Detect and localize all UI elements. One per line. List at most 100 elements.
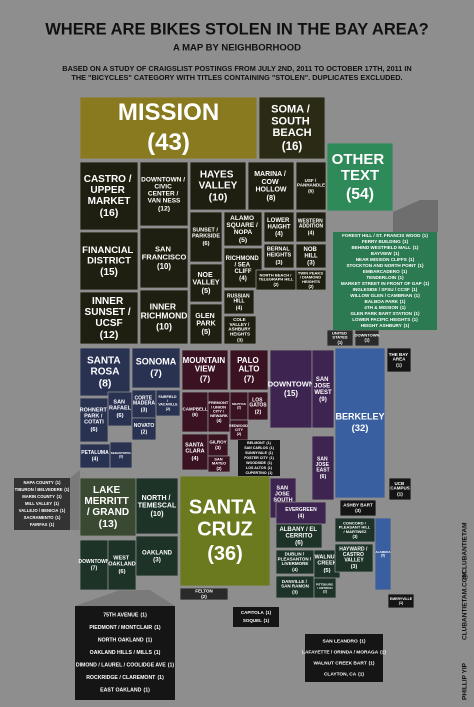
list-item: ROCKRIDGE / CLAREMONT (1) bbox=[86, 675, 164, 681]
region-block bbox=[79, 539, 109, 591]
list-item-count: (1) bbox=[414, 293, 420, 298]
region-label: OAKLAND bbox=[142, 550, 173, 556]
list-item-name: TIBURON / BELVEDERE bbox=[15, 487, 63, 492]
list-item-count: (1) bbox=[269, 446, 274, 450]
region-count: (7) bbox=[200, 374, 210, 384]
region-count: (4) bbox=[216, 418, 222, 423]
list-box bbox=[305, 634, 383, 682]
list-item-name: LAFAYETTE / ORINDA / MORAGA bbox=[302, 650, 379, 656]
region-count: (6) bbox=[320, 474, 327, 480]
list-item-name: LOWER PACIFIC HEIGHTS bbox=[352, 317, 410, 322]
list-item: OAKLAND HILLS / MILLS (1) bbox=[90, 650, 161, 656]
region-block bbox=[275, 549, 315, 575]
region-count: (2) bbox=[166, 407, 171, 411]
region-count: (1) bbox=[396, 363, 402, 369]
region-count: (13) bbox=[99, 518, 118, 530]
region-label: CORTE MADERA bbox=[133, 396, 155, 407]
region-label: ROHNERT PARK / COTATI bbox=[80, 408, 109, 426]
region-count: (2) bbox=[201, 594, 207, 600]
region-count: (54) bbox=[346, 186, 374, 203]
region-count: (43) bbox=[147, 129, 190, 156]
region-label: USF / PANHANDLE bbox=[297, 178, 325, 188]
list-item-name: VALLEJO / BENICIA bbox=[19, 508, 59, 513]
region-count: (3) bbox=[292, 590, 298, 596]
list-item-name: BEHIND WESTFIELD MALL bbox=[352, 245, 412, 250]
region-block bbox=[179, 587, 229, 601]
region-block bbox=[229, 349, 269, 391]
region-count: (6) bbox=[90, 427, 97, 433]
region-block bbox=[275, 523, 323, 549]
region-count: (2) bbox=[237, 432, 242, 436]
region-block bbox=[79, 443, 111, 469]
list-item: WILLOW GLEN / CAMBRIAN (1) bbox=[350, 293, 420, 298]
region-block bbox=[179, 475, 271, 587]
list-item: LOWER PACIFIC HEIGHTS (1) bbox=[352, 317, 418, 322]
list-item: LOS ALTOS(1) bbox=[246, 466, 273, 470]
region-label: FINANCIAL DISTRICT bbox=[82, 245, 136, 266]
region-count: (5) bbox=[239, 237, 247, 244]
region-block bbox=[107, 539, 137, 591]
region-count: (32) bbox=[352, 423, 369, 434]
region-count: (4) bbox=[239, 275, 247, 282]
list-item-name: NORTH OAKLAND bbox=[98, 638, 144, 644]
credit: PHILLIP YIP bbox=[462, 662, 469, 700]
list-item: NEAR MISSION CLIFFS (1) bbox=[356, 257, 415, 262]
list-item-count: (1) bbox=[424, 281, 430, 286]
region-block bbox=[295, 269, 327, 291]
region-label: EMERYVILLE bbox=[390, 597, 413, 601]
region-block bbox=[339, 499, 377, 517]
list-item-name: NEAR MISSION CLIFFS bbox=[356, 257, 407, 262]
region-label: DOWNTOWN bbox=[78, 559, 109, 565]
list-item-name: EAST OAKLAND bbox=[100, 688, 141, 694]
list-box bbox=[14, 478, 70, 530]
region-count: (3) bbox=[355, 508, 361, 514]
list-item-count: (1) bbox=[54, 501, 60, 506]
region-block bbox=[295, 161, 327, 211]
region-block bbox=[223, 315, 257, 345]
list-item-name: MARIN COUNTY bbox=[22, 494, 55, 499]
list-item-name: HEIGHT ASHBURY bbox=[361, 323, 402, 328]
region-count: (4) bbox=[92, 457, 99, 463]
region-label: FAIRFIELD / VACAVILLE bbox=[158, 395, 178, 407]
credit: CLUBANTIETAM.COM bbox=[462, 572, 469, 640]
list-item-count: (1) bbox=[143, 688, 150, 694]
region-label: SAN RAFAEL bbox=[109, 400, 132, 412]
list-item-count: (1) bbox=[360, 639, 366, 645]
region-count: (10) bbox=[156, 321, 172, 331]
region-label: SAN MATEO bbox=[212, 456, 226, 465]
region-count: (2) bbox=[216, 466, 222, 471]
list-item-count: (1) bbox=[64, 487, 70, 492]
list-item: BEHIND WESTFIELD MALL (1) bbox=[352, 245, 419, 250]
list-item-name: INGLESIDE / SFSU / CCSF bbox=[353, 287, 410, 292]
region-block bbox=[155, 389, 181, 417]
list-item-count: (1) bbox=[140, 613, 147, 619]
region-label: SANTA ROSA bbox=[87, 355, 123, 377]
region-label: NOB HILL bbox=[304, 247, 319, 259]
region-count: (1) bbox=[397, 492, 403, 498]
region-count: (7) bbox=[150, 368, 162, 379]
region-count: (5) bbox=[323, 568, 330, 574]
region-count: (4) bbox=[298, 514, 305, 520]
region-label: ALAMEDA bbox=[376, 550, 392, 554]
region-label: SOMA / SOUTH BEACH bbox=[271, 103, 313, 139]
region-count: (5) bbox=[381, 554, 385, 558]
region-block bbox=[79, 347, 131, 397]
list-item-count: (1) bbox=[60, 508, 66, 513]
region-block bbox=[189, 303, 223, 345]
title: WHERE ARE BIKES STOLEN IN THE BAY AREA? bbox=[45, 20, 429, 38]
list-item: 75TH AVENUE (1) bbox=[103, 613, 147, 619]
region-block bbox=[247, 391, 269, 421]
region-label: PETALUMA bbox=[81, 450, 109, 456]
region-block bbox=[181, 349, 229, 391]
region-block bbox=[131, 417, 157, 441]
region-label: THE BAY AREA bbox=[389, 352, 410, 362]
region-label: FELTON bbox=[195, 588, 213, 593]
region-label: ALBANY / EL CERRITO bbox=[279, 527, 318, 539]
region-count: (3) bbox=[215, 445, 221, 451]
list-item: TIBURON / BELVEDERE (1) bbox=[15, 487, 70, 492]
list-item-count: (1) bbox=[55, 515, 61, 520]
region-label: SAN JOSE WEST bbox=[314, 376, 332, 395]
list-item-name: PIEDMONT / MONTCLAIR bbox=[89, 625, 152, 631]
list-item-count: (1) bbox=[268, 451, 273, 455]
